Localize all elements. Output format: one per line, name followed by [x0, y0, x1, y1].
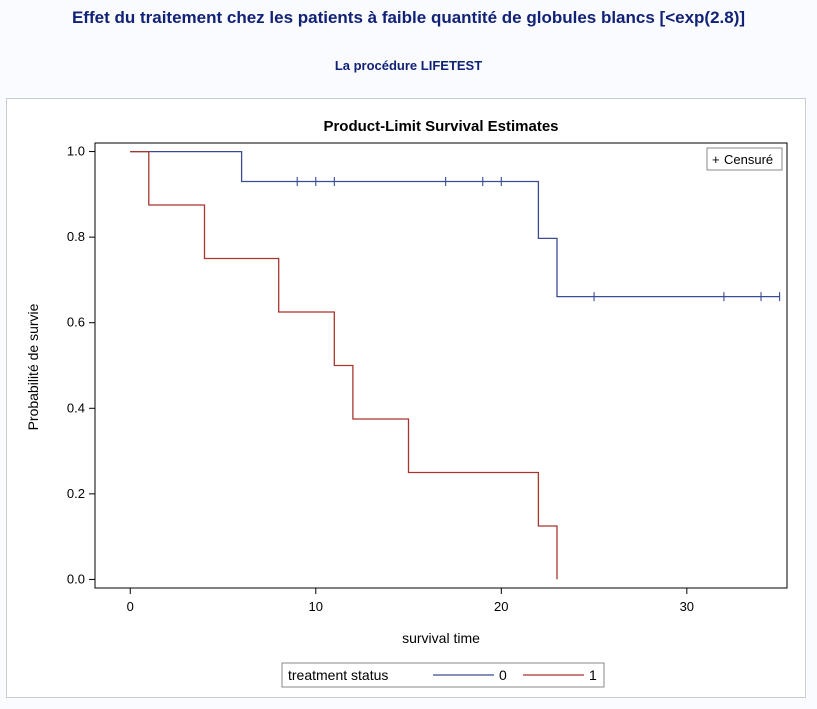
censor-legend-box: [706, 147, 783, 171]
series-layer: [130, 150, 781, 580]
page-title: Effet du traitement chez les patients à …: [71, 8, 746, 27]
y-tick-label: 0.6: [67, 315, 85, 330]
y-tick-label: 1.0: [67, 144, 85, 159]
legend-label-series-0: 0: [499, 667, 507, 683]
x-tick-label: 20: [494, 599, 508, 614]
legend-label-series-1: 1: [589, 667, 597, 683]
chart-frame: Product-Limit Survival Estimates 0.0 0.2 0…: [6, 98, 806, 698]
series-line-1: [130, 150, 558, 580]
plot-area: [94, 142, 788, 589]
series-legend-title: treatment status: [288, 667, 388, 683]
censor-legend-symbol: +: [712, 152, 720, 167]
y-tick-label: 0.4: [67, 400, 85, 415]
x-tick-label: 10: [309, 599, 323, 614]
y-axis: 0.0 0.2 0.4 0.6 0.8 1.0: [67, 144, 95, 586]
page-subtitle: La procédure LIFETEST: [334, 58, 483, 73]
y-axis-label: Probabilité de survie: [25, 303, 41, 430]
x-tick-label: 30: [680, 599, 694, 614]
survival-chart: Product-Limit Survival Estimates 0.00.20…: [25, 118, 788, 688]
chart-title: Product-Limit Survival Estimates: [323, 118, 558, 135]
y-tick-label: 0.8: [67, 229, 85, 244]
series-legend: treatment status 0 1: [281, 662, 605, 688]
x-axis-label: survival time: [402, 630, 480, 646]
x-axis: 0 10 20 30: [127, 588, 694, 614]
x-tick-label: 0: [127, 599, 134, 614]
y-tick-label: 0.2: [67, 486, 85, 501]
censor-legend-label: Censuré: [724, 152, 773, 167]
censor-legend: + Censuré: [706, 147, 783, 171]
y-tick-label: 0.0: [67, 571, 85, 586]
series-line-0: [130, 150, 780, 298]
